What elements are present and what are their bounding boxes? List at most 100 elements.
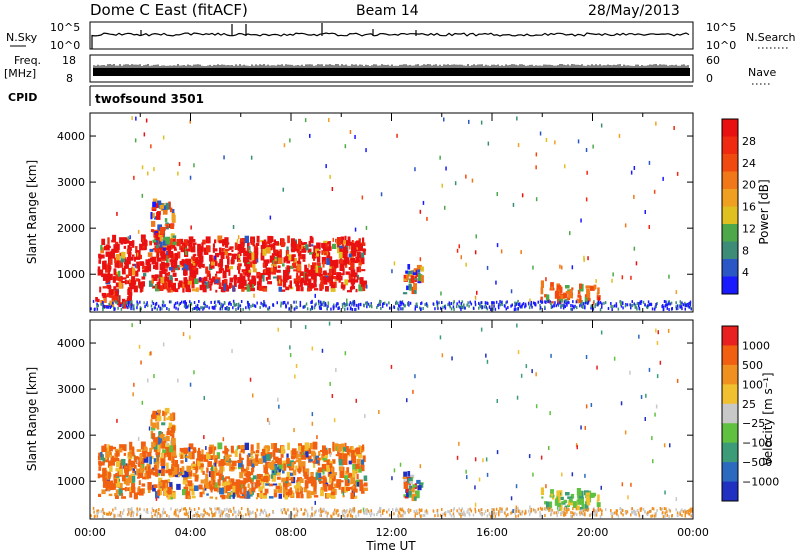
colorbar-swatch (722, 136, 738, 155)
data-cell (180, 507, 183, 511)
data-cell (258, 285, 264, 291)
data-cell (141, 483, 146, 487)
data-cell (366, 302, 368, 306)
data-cell (555, 304, 557, 308)
data-cell (525, 304, 527, 308)
data-cell (585, 301, 587, 305)
data-cell (192, 274, 196, 280)
data-cell (293, 278, 298, 282)
data-cell (314, 303, 316, 307)
data-cell (444, 205, 446, 210)
data-cell (480, 301, 483, 305)
data-cell (322, 458, 328, 461)
data-cell (254, 304, 257, 308)
data-cell (212, 454, 215, 460)
data-cell (590, 512, 592, 516)
data-cell (193, 370, 195, 375)
data-cell (212, 248, 218, 252)
data-cell (634, 303, 637, 307)
data-cell (675, 301, 677, 305)
data-cell (651, 436, 653, 441)
data-cell (626, 510, 629, 514)
data-cell (581, 302, 583, 306)
data-cell (220, 459, 225, 466)
data-cell (545, 300, 547, 304)
data-cell (313, 481, 317, 489)
data-cell (255, 247, 259, 255)
data-cell (361, 283, 365, 287)
data-cell (557, 297, 561, 304)
data-cell (304, 118, 307, 123)
data-cell (539, 131, 542, 136)
data-cell (558, 289, 561, 296)
freq-unit: [MHz] (4, 67, 36, 80)
data-cell (311, 412, 314, 417)
data-cell (560, 295, 565, 300)
data-cell (550, 304, 553, 308)
data-cell (393, 261, 396, 266)
data-cell (187, 480, 193, 487)
data-cell (644, 210, 646, 214)
data-cell (164, 511, 166, 515)
data-cell (486, 514, 489, 518)
data-cell (481, 513, 483, 517)
data-cell (247, 242, 250, 250)
data-cell (158, 285, 164, 291)
data-cell (100, 452, 103, 458)
data-cell (267, 235, 272, 244)
data-cell (239, 471, 244, 479)
data-cell (319, 305, 322, 309)
data-cell (579, 509, 582, 513)
data-cell (198, 447, 201, 453)
colorbar-swatch (722, 481, 738, 502)
data-cell (360, 459, 365, 465)
data-cell (274, 448, 279, 453)
data-cell (262, 492, 267, 496)
data-cell (131, 447, 135, 455)
data-cell (255, 450, 260, 453)
data-cell (590, 306, 592, 310)
data-cell (246, 490, 251, 499)
data-cell (262, 455, 267, 463)
colorbar-tick-label: −25 (742, 417, 765, 430)
data-cell (267, 514, 269, 518)
data-cell (325, 286, 329, 292)
data-cell (399, 462, 402, 467)
data-cell (162, 449, 167, 453)
data-cell (442, 305, 444, 309)
data-cell (355, 249, 360, 252)
data-cell (460, 511, 462, 515)
data-cell (173, 512, 176, 516)
data-cell (195, 306, 197, 310)
data-cell (210, 471, 215, 478)
data-cell (110, 511, 113, 515)
data-cell (479, 510, 481, 514)
data-cell (498, 509, 500, 513)
data-cell (402, 307, 404, 311)
data-cell (223, 249, 229, 256)
freq-frame (89, 54, 694, 83)
data-cell (545, 138, 548, 142)
data-cell (304, 442, 310, 451)
data-cell (145, 259, 151, 266)
data-cell (246, 507, 249, 511)
data-cell (242, 247, 246, 252)
data-cell (101, 269, 104, 278)
data-cell (149, 257, 152, 262)
data-cell (169, 275, 173, 283)
data-cell (240, 445, 245, 449)
data-cell (584, 425, 586, 430)
data-cell (248, 280, 254, 285)
data-cell (218, 282, 222, 288)
data-cell (97, 266, 101, 272)
data-cell (398, 304, 400, 308)
data-cell (148, 465, 151, 472)
data-cell (253, 253, 257, 261)
data-cell (233, 481, 237, 488)
data-cell (139, 468, 144, 473)
data-cell (151, 422, 157, 429)
data-cell (491, 301, 493, 305)
data-cell (167, 286, 171, 293)
data-cell (493, 301, 495, 305)
data-cell (284, 493, 289, 500)
